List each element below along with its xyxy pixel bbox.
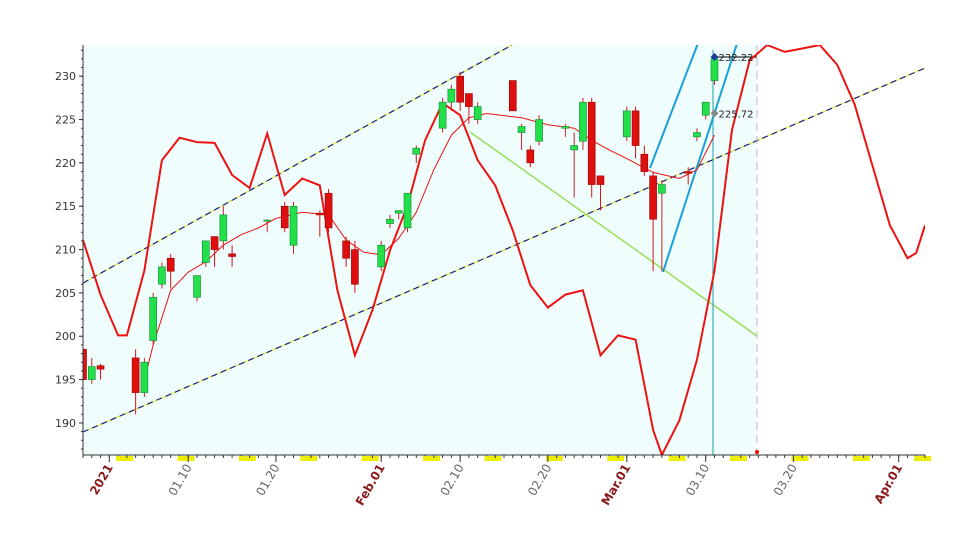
weekend-marker: [914, 456, 932, 461]
x-tick-label: 01.10: [166, 462, 195, 499]
candle-body: [377, 244, 386, 268]
candle-body: [710, 58, 719, 81]
x-tick-label: Apr.01: [871, 462, 905, 507]
weekend-marker: [238, 456, 256, 461]
future-marker: [755, 450, 759, 454]
candle-body: [158, 266, 166, 285]
x-tick-label: 03.10: [683, 462, 712, 499]
candle-body: [316, 212, 324, 216]
candle-body: [517, 126, 526, 133]
weekend-marker: [116, 456, 134, 461]
y-tick-label: 220: [55, 157, 76, 170]
weekend-marker: [361, 456, 379, 461]
candle-body: [473, 106, 482, 120]
candle-body: [324, 192, 333, 229]
candle-body: [201, 240, 210, 263]
candle-body: [280, 205, 289, 229]
x-tick-label: Feb.01: [353, 462, 388, 509]
candle-body: [596, 175, 605, 185]
y-tick-label: 205: [55, 287, 76, 300]
candle-body: [631, 110, 640, 146]
candle-body: [263, 219, 271, 222]
weekend-marker: [791, 456, 809, 461]
candle-body: [351, 249, 359, 285]
series-layer: [83, 45, 925, 455]
candle-body: [658, 184, 666, 194]
price-marker: [710, 52, 719, 61]
y-tick-label: 200: [55, 330, 76, 343]
candle-body: [289, 205, 298, 246]
x-tick-label: 02.10: [437, 462, 466, 499]
candle-body: [640, 153, 649, 172]
candle-body: [210, 236, 219, 250]
weekend-marker: [423, 456, 441, 461]
weekend-marker: [300, 456, 318, 461]
candle-body: [96, 365, 105, 370]
candle-body: [131, 357, 140, 393]
candle-body: [587, 101, 596, 185]
candle-body: [403, 192, 412, 229]
candle-body: [693, 132, 701, 138]
plot-background: [83, 45, 757, 455]
candle-body: [701, 101, 710, 116]
candle-body: [386, 218, 394, 224]
x-tick-label: 2021: [87, 462, 116, 498]
price-label: 232.22: [719, 53, 754, 64]
candle-body: [438, 101, 447, 129]
candle-body: [561, 126, 570, 129]
y-tick-label: 210: [55, 244, 76, 257]
candle-body: [412, 147, 421, 155]
candle-body: [87, 366, 96, 380]
y-tick-label: 230: [55, 70, 76, 83]
indicator-line: [83, 45, 925, 455]
weekend-marker: [545, 456, 563, 461]
price-marker: [710, 109, 719, 118]
x-tick-label: 01.20: [253, 462, 282, 499]
candle-body: [219, 214, 228, 242]
channel-line: [83, 45, 513, 284]
candle-body: [649, 175, 657, 220]
candle-body: [579, 101, 587, 142]
candle-body: [465, 93, 473, 107]
weekend-marker: [177, 456, 195, 461]
y-tick-label: 215: [55, 200, 76, 213]
price-label: 225.72: [719, 109, 754, 120]
candle-body: [83, 348, 87, 380]
candle-body: [622, 110, 631, 138]
candle-body: [140, 361, 149, 393]
y-tick-label: 195: [55, 374, 76, 387]
drawing-tools: [83, 45, 925, 455]
weekend-marker: [852, 456, 870, 461]
weekend-marker: [484, 456, 502, 461]
candle-body: [526, 149, 535, 164]
trend-line: [662, 45, 738, 273]
candle-body: [447, 88, 456, 103]
candle-body: [228, 253, 236, 257]
candle-body: [508, 80, 517, 112]
candle-body: [193, 275, 201, 298]
x-tick-label: 03.20: [771, 462, 800, 499]
y-tick-label: 190: [55, 417, 76, 430]
candle-body: [684, 171, 692, 174]
candle-body: [570, 145, 578, 151]
channel-line: [83, 67, 925, 433]
candle-body: [394, 210, 403, 214]
trend-line: [649, 45, 699, 169]
weekend-marker: [730, 456, 748, 461]
candle-body: [166, 257, 175, 272]
candle-body: [456, 75, 464, 103]
candle-body: [149, 296, 157, 341]
weekend-marker: [607, 456, 625, 461]
candle-body: [535, 119, 543, 142]
x-tick-label: 02.20: [525, 462, 554, 499]
y-tick-label: 225: [55, 114, 76, 127]
weekend-marker: [668, 456, 686, 461]
candle-body: [342, 240, 350, 259]
x-tick-label: Mar.01: [599, 462, 634, 508]
